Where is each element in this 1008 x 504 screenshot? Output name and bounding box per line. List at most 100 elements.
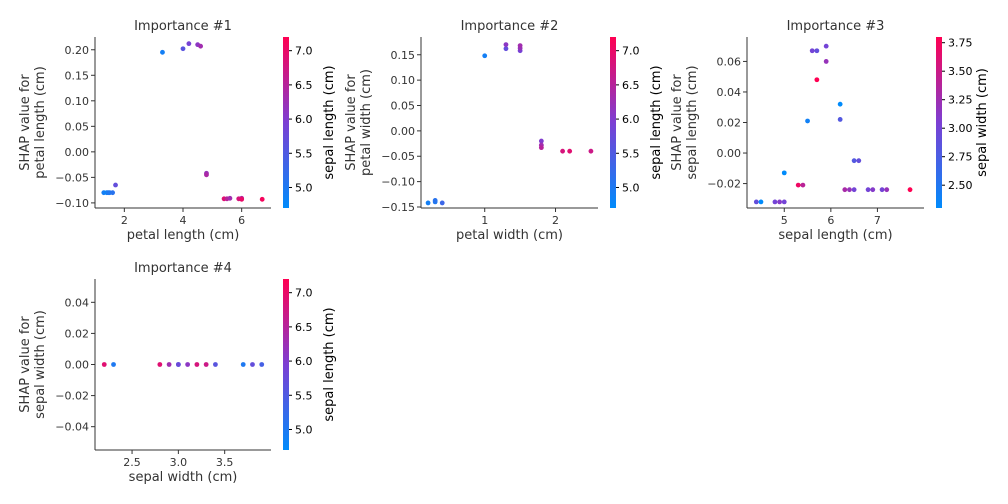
data-point xyxy=(588,148,594,154)
data-point xyxy=(160,49,165,55)
chart-title: Importance #2 xyxy=(461,19,559,34)
data-point xyxy=(259,196,265,202)
data-point xyxy=(800,182,806,188)
data-point xyxy=(157,362,163,367)
colorbar xyxy=(283,37,289,208)
x-tick-label: 3.5 xyxy=(216,456,234,469)
x-tick-label: 2.5 xyxy=(123,456,141,469)
colorbar xyxy=(283,279,289,450)
colorbar-tick-label: 7.0 xyxy=(295,45,313,58)
data-point xyxy=(823,43,829,49)
data-point xyxy=(227,195,233,201)
colorbar-tick-label: 5.0 xyxy=(622,181,640,194)
chart-title: Importance #3 xyxy=(787,19,885,34)
x-tick-label: 4 xyxy=(180,214,187,227)
colorbar-tick-label: 5.5 xyxy=(622,147,640,160)
y-tick-label: 0.00 xyxy=(717,147,742,160)
data-point xyxy=(194,362,200,367)
y-tick-label: −0.15 xyxy=(381,201,415,214)
data-point xyxy=(781,199,787,205)
data-point xyxy=(777,199,783,205)
data-point xyxy=(879,187,885,193)
data-point xyxy=(239,196,245,202)
data-point xyxy=(560,148,565,154)
data-point xyxy=(180,46,186,52)
data-point xyxy=(781,170,787,176)
colorbar-label: sepal length (cm) xyxy=(322,65,337,179)
chart-panel-3: Importance #3 5 6 7 −0.02 0.00 0.02 0.04 0.06 sep… xyxy=(670,19,990,243)
data-point xyxy=(113,182,118,188)
y-tick-label: −0.10 xyxy=(55,197,89,210)
y-tick-label: 0.06 xyxy=(717,55,742,68)
colorbar-tick-label: 3.00 xyxy=(948,122,973,135)
data-point xyxy=(847,187,852,193)
data-point xyxy=(186,41,192,47)
data-point xyxy=(101,362,107,367)
data-point xyxy=(240,362,246,367)
data-point xyxy=(482,53,488,59)
data-point xyxy=(538,138,544,144)
data-point xyxy=(166,362,172,367)
y-axis-label: petal width (cm) xyxy=(359,69,374,176)
colorbar xyxy=(936,37,942,208)
colorbar-tick-label: 5.5 xyxy=(295,147,313,160)
y-tick-label: −0.02 xyxy=(55,390,89,403)
colorbar xyxy=(610,37,616,208)
data-point xyxy=(758,199,764,205)
data-point xyxy=(110,190,115,196)
x-axis-label: sepal length (cm) xyxy=(778,228,892,243)
x-tick-label: 5 xyxy=(781,214,788,227)
colorbar-tick-label: 2.75 xyxy=(948,151,973,164)
data-point xyxy=(837,117,843,122)
y-tick-label: 0.04 xyxy=(65,296,90,309)
colorbar-tick-label: 6.5 xyxy=(622,79,640,92)
colorbar-tick-label: 5.0 xyxy=(295,181,313,194)
data-point xyxy=(814,48,820,54)
colorbar-tick-label: 6.5 xyxy=(295,79,313,92)
data-point xyxy=(870,187,876,193)
data-point xyxy=(814,77,820,83)
y-tick-label: 0.10 xyxy=(391,74,416,87)
data-point xyxy=(856,158,862,164)
colorbar-tick-label: 3.25 xyxy=(948,94,973,107)
data-point xyxy=(111,362,116,367)
data-point xyxy=(185,362,191,367)
data-point xyxy=(809,48,815,54)
x-axis-label: petal width (cm) xyxy=(456,228,563,243)
data-point xyxy=(204,172,209,178)
y-axis-label: SHAP value for xyxy=(18,316,33,413)
data-point xyxy=(425,200,431,206)
y-tick-label: 0.04 xyxy=(717,86,742,99)
data-point xyxy=(851,187,857,193)
data-point xyxy=(538,145,544,151)
colorbar-tick-label: 7.0 xyxy=(622,45,640,58)
y-tick-label: 0.00 xyxy=(391,125,416,138)
y-tick-label: 0.10 xyxy=(65,95,90,108)
x-tick-label: 3.0 xyxy=(170,456,188,469)
x-tick-label: 6 xyxy=(238,214,245,227)
y-axis-label: sepal width (cm) xyxy=(33,310,48,419)
colorbar-label: sepal length (cm) xyxy=(649,65,664,179)
chart-title: Importance #1 xyxy=(134,19,232,34)
colorbar-tick-label: 5.0 xyxy=(295,423,313,436)
y-tick-label: 0.02 xyxy=(65,327,90,340)
data-point xyxy=(213,362,218,367)
colorbar-tick-label: 3.75 xyxy=(948,37,973,50)
y-tick-label: 0.15 xyxy=(391,49,416,62)
chart-panel-4: Importance #4 2.5 3.0 3.5 −0.04 −0.02 0.00 0.02… xyxy=(18,261,337,485)
data-point xyxy=(753,199,759,205)
colorbar-tick-label: 6.0 xyxy=(622,113,640,126)
colorbar-label: sepal length (cm) xyxy=(322,307,337,421)
data-point xyxy=(842,187,848,193)
colorbar-tick-label: 3.50 xyxy=(948,65,973,78)
x-tick-label: 7 xyxy=(874,214,881,227)
data-point xyxy=(203,362,209,367)
x-tick-label: 1 xyxy=(481,214,488,227)
data-point xyxy=(198,43,204,49)
data-point xyxy=(884,187,890,193)
chart-title: Importance #4 xyxy=(134,261,232,276)
y-tick-label: 0.05 xyxy=(65,120,90,133)
data-point xyxy=(432,197,438,203)
y-tick-label: 0.00 xyxy=(65,146,90,159)
colorbar-tick-label: 7.0 xyxy=(295,287,313,300)
